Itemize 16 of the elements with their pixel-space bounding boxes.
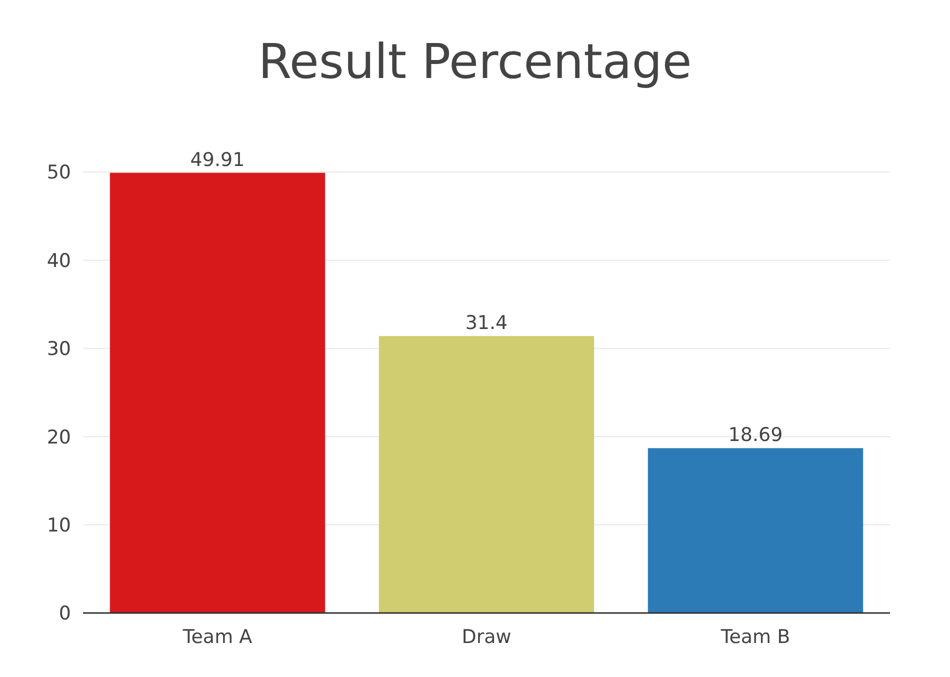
bar bbox=[648, 448, 864, 613]
y-tick-label: 20 bbox=[46, 426, 71, 448]
x-tick-label: Team B bbox=[720, 626, 790, 648]
data-label: 31.4 bbox=[465, 312, 508, 334]
y-tick-label: 50 bbox=[46, 162, 71, 184]
bar bbox=[378, 336, 594, 613]
y-tick-label: 0 bbox=[58, 602, 71, 625]
y-tick-label: 10 bbox=[46, 514, 71, 536]
chart-title: Result Percentage bbox=[258, 34, 692, 90]
bar bbox=[110, 172, 326, 613]
y-tick-label: 40 bbox=[46, 250, 71, 272]
y-tick-label: 30 bbox=[46, 338, 71, 360]
data-label: 18.69 bbox=[728, 424, 783, 446]
x-tick-label: Team A bbox=[182, 626, 252, 648]
data-label: 49.91 bbox=[190, 148, 245, 171]
x-tick-label: Draw bbox=[462, 626, 512, 648]
